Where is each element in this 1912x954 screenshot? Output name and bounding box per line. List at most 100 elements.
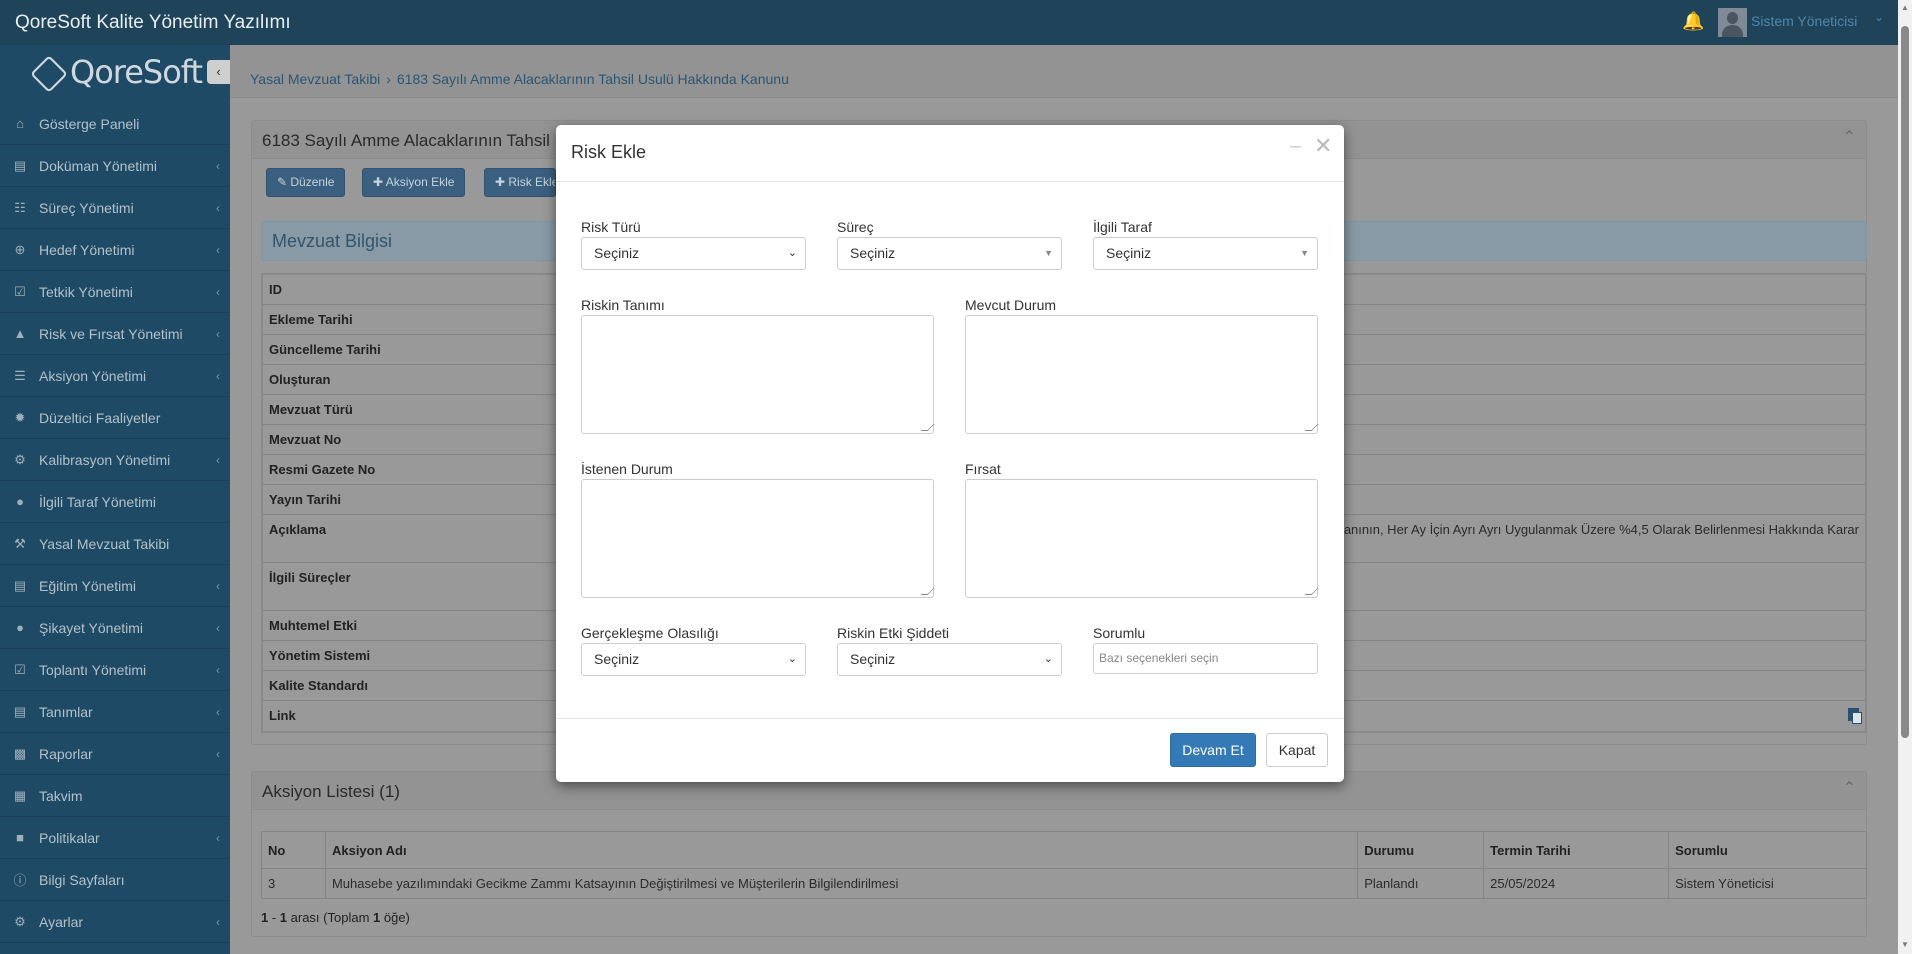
- action-table: No Aksiyon Adı Durumu Termin Tarihi Sorumlu 3…: [261, 831, 1867, 899]
- sidebar-toggle-button[interactable]: ‹: [207, 60, 230, 84]
- sidebar-menu: ⌂ Gösterge Paneli ▤ Doküman Yönetimi ‹ ☷ Süreç…: [0, 103, 230, 943]
- sidebar-item-6[interactable]: ☰ Aksiyon Yönetimi ‹: [0, 355, 230, 397]
- responsible-label: Sorumlu: [1093, 625, 1146, 641]
- list-icon: ▤: [13, 703, 27, 719]
- chevron-left-icon: ‹: [216, 914, 220, 929]
- breadcrumb-current: 6183 Sayılı Amme Alacaklarının Tahsil Us…: [396, 71, 789, 87]
- scroll-down-icon[interactable]: ▼: [1901, 940, 1909, 949]
- breadcrumb-link[interactable]: Yasal Mevzuat Takibi: [250, 71, 381, 87]
- close-button[interactable]: Kapat: [1266, 733, 1328, 767]
- breadcrumb: Yasal Mevzuat Takibi › 6183 Sayılı Amme Al…: [230, 45, 1898, 98]
- table-cell: 25/05/2024: [1483, 868, 1670, 899]
- sidebar-item-14[interactable]: ▤ Tanımlar ‹: [0, 691, 230, 733]
- sidebar-item-16[interactable]: ▦ Takvim: [0, 775, 230, 817]
- risk-type-select[interactable]: Seçiniz ⌄: [581, 237, 806, 270]
- sidebar-item-9[interactable]: ● İlgili Taraf Yönetimi: [0, 481, 230, 523]
- info-label: Yayın Tarihi: [261, 484, 593, 515]
- edit-button[interactable]: ✎ Düzenle: [266, 168, 346, 197]
- caret-down-icon: ▼: [1300, 248, 1309, 258]
- chevron-left-icon: ‹: [216, 200, 220, 215]
- sidebar-item-8[interactable]: ⚙ Kalibrasyon Yönetimi ‹: [0, 439, 230, 481]
- chevron-left-icon: ‹: [216, 368, 220, 383]
- impact-select[interactable]: Seçiniz ⌄: [837, 643, 1062, 676]
- page-scrollbar[interactable]: ▲ ▼: [1898, 0, 1912, 954]
- probability-label: Gerçekleşme Olasılığı: [581, 625, 719, 641]
- bell-icon[interactable]: 🔔: [1682, 11, 1705, 31]
- column-header[interactable]: Sorumlu: [1668, 831, 1867, 869]
- fire-icon: ▲: [13, 326, 27, 341]
- table-cell[interactable]: Muhasebe yazılımındaki Gecikme Zammı Kat…: [324, 868, 1359, 899]
- info-label: Kalite Standardı: [261, 670, 593, 701]
- desired-state-label: İstenen Durum: [581, 461, 673, 477]
- column-header[interactable]: Durumu: [1357, 831, 1485, 869]
- sidebar: QoreSoft ‹ ⌂ Gösterge Paneli ▤ Doküman Yöne…: [0, 45, 230, 954]
- probability-select[interactable]: Seçiniz ⌄: [581, 643, 806, 676]
- chevron-left-icon: ‹: [216, 326, 220, 341]
- collapse-box-icon[interactable]: ⌃: [1842, 780, 1856, 797]
- chevron-left-icon: ‹: [216, 704, 220, 719]
- sidebar-item-0[interactable]: ⌂ Gösterge Paneli: [0, 103, 230, 145]
- responsible-multiselect[interactable]: Bazı seçenekleri seçin: [1093, 643, 1318, 674]
- sidebar-item-label: Düzeltici Faaliyetler: [39, 409, 161, 426]
- sidebar-item-7[interactable]: ✹ Düzeltici Faaliyetler: [0, 397, 230, 439]
- continue-button[interactable]: Devam Et: [1170, 733, 1256, 767]
- chevron-down-icon: ⌄: [787, 653, 797, 665]
- info-label: Mevzuat Türü: [261, 394, 593, 425]
- sidebar-item-10[interactable]: ⚒ Yasal Mevzuat Takibi: [0, 523, 230, 565]
- info-label: İlgili Süreçler: [261, 562, 593, 611]
- minimize-icon[interactable]: –: [1290, 135, 1302, 157]
- info-label: Ekleme Tarihi: [261, 304, 593, 335]
- sidebar-item-12[interactable]: ● Şikayet Yönetimi ‹: [0, 607, 230, 649]
- desired-state-textarea[interactable]: [581, 479, 934, 598]
- column-header[interactable]: Termin Tarihi: [1483, 831, 1670, 869]
- sidebar-item-5[interactable]: ▲ Risk ve Fırsat Yönetimi ‹: [0, 313, 230, 355]
- info-label: Muhtemel Etki: [261, 610, 593, 641]
- info-label: ID: [261, 273, 593, 305]
- user-menu[interactable]: Sistem Yöneticisi: [1751, 13, 1858, 29]
- column-header[interactable]: No: [261, 831, 326, 869]
- risk-definition-textarea[interactable]: [581, 315, 934, 434]
- add-risk-button[interactable]: ✚ Risk Ekle: [484, 168, 556, 197]
- sitemap-icon: ☷: [14, 199, 26, 215]
- table-row: 3 Muhasebe yazılımındaki Gecikme Zammı Ka…: [261, 868, 1867, 899]
- stakeholder-select[interactable]: Seçiniz ▼: [1093, 237, 1318, 270]
- sidebar-item-1[interactable]: ▤ Doküman Yönetimi ‹: [0, 145, 230, 187]
- sidebar-item-18[interactable]: ⓘ Bilgi Sayfaları: [0, 859, 230, 901]
- sidebar-item-17[interactable]: ■ Politikalar ‹: [0, 817, 230, 859]
- sidebar-item-2[interactable]: ☷ Süreç Yönetimi ‹: [0, 187, 230, 229]
- close-icon[interactable]: ✕: [1314, 133, 1333, 158]
- process-select[interactable]: Seçiniz ▼: [837, 237, 1062, 270]
- info-label: Mevzuat No: [261, 424, 593, 455]
- app-title: QoreSoft Kalite Yönetim Yazılımı: [15, 12, 291, 33]
- folder-open-icon: ■: [16, 830, 24, 845]
- top-header: QoreSoft Kalite Yönetim Yazılımı 🔔 Siste…: [0, 0, 1898, 45]
- column-header[interactable]: Aksiyon Adı: [324, 831, 1359, 869]
- collapse-box-icon[interactable]: ⌃: [1842, 129, 1856, 146]
- chevron-down-icon[interactable]: ⌄: [1874, 10, 1885, 24]
- risk-add-modal: Risk Ekle – ✕ Risk Türü Seçiniz ⌄ Süreç S…: [556, 125, 1344, 782]
- info-label: Oluşturan: [261, 364, 593, 395]
- sidebar-item-19[interactable]: ⚙ Ayarlar ‹: [0, 901, 230, 943]
- sidebar-item-13[interactable]: ☑ Toplantı Yönetimi ‹: [0, 649, 230, 691]
- sidebar-item-15[interactable]: ▩ Raporlar ‹: [0, 733, 230, 775]
- sidebar-item-label: Raporlar: [39, 745, 93, 762]
- users-icon: ●: [16, 494, 24, 509]
- add-action-button[interactable]: ✚ Aksiyon Ekle: [362, 168, 466, 197]
- current-state-textarea[interactable]: [965, 315, 1318, 434]
- scroll-up-icon[interactable]: ▲: [1901, 3, 1909, 12]
- chevron-down-icon: ⌄: [1043, 653, 1053, 665]
- calendar-icon: ▦: [13, 787, 27, 803]
- sidebar-item-3[interactable]: ⊕ Hedef Yönetimi ‹: [0, 229, 230, 271]
- sidebar-item-label: Aksiyon Yönetimi: [39, 367, 147, 384]
- sidebar-item-11[interactable]: ▤ Eğitim Yönetimi ‹: [0, 565, 230, 607]
- gear-icon: ⚙: [14, 913, 26, 929]
- copy-icon[interactable]: [1848, 708, 1862, 724]
- avatar[interactable]: [1718, 8, 1747, 37]
- sidebar-item-4[interactable]: ☑ Tetkik Yönetimi ‹: [0, 271, 230, 313]
- check-square-icon: ☑: [14, 283, 26, 299]
- home-icon: ⌂: [16, 116, 24, 131]
- chevron-left-icon: ‹: [216, 620, 220, 635]
- info-label: Link: [261, 700, 593, 733]
- scroll-thumb[interactable]: [1901, 26, 1909, 738]
- opportunity-textarea[interactable]: [965, 479, 1318, 598]
